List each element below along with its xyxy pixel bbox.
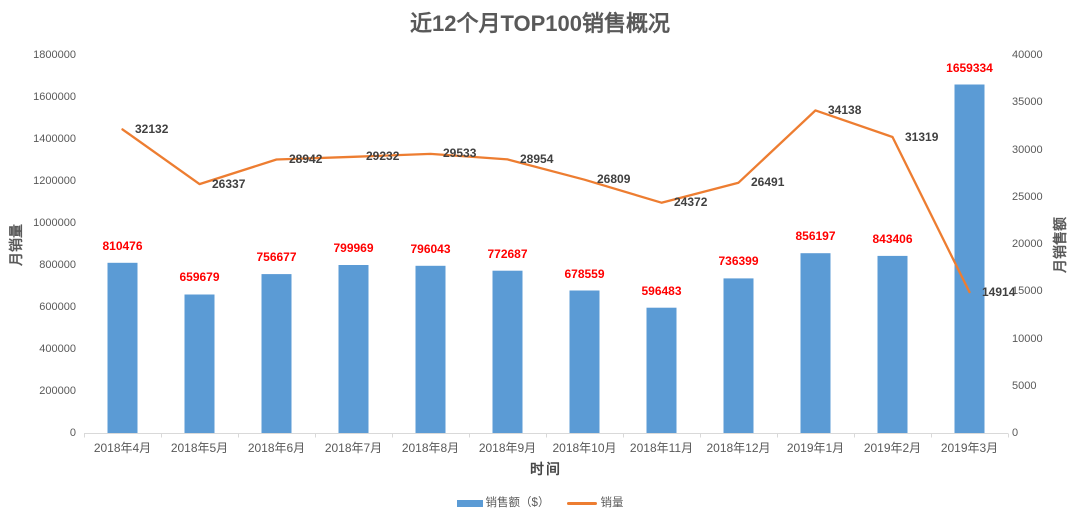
bar-data-label: 678559 (564, 266, 605, 281)
bar-2018年8月 (415, 265, 446, 433)
y-axis-left-tick-label: 400000 (39, 343, 76, 355)
x-axis-tick-label: 2018年11月 (629, 441, 694, 455)
x-axis-tick-label: 2018年6月 (247, 441, 306, 455)
legend-label-sales-amount: 销售额（$） (485, 497, 550, 509)
bar-data-label: 596483 (641, 283, 682, 298)
x-axis-tick-label: 2019年2月 (863, 441, 922, 455)
bar-2018年4月 (107, 262, 138, 433)
x-axis-tick-label: 2018年12月 (706, 441, 771, 455)
bar-data-label: 756677 (256, 250, 297, 265)
line-data-label: 29232 (366, 149, 400, 164)
bar-data-label: 856197 (795, 229, 836, 244)
y-axis-right-tick-label: 20000 (1012, 238, 1043, 250)
y-axis-right-tick-label: 25000 (1012, 190, 1043, 203)
bar-data-label: 659679 (179, 270, 220, 285)
y-axis-left-tick-label: 600000 (39, 301, 76, 313)
bar-data-label: 736399 (718, 254, 759, 269)
y-axis-right-tick-label: 15000 (1012, 285, 1043, 298)
line-series-swatch-icon (567, 501, 598, 505)
bar-2018年9月 (492, 270, 523, 433)
bar-2018年5月 (184, 294, 215, 433)
line-data-label: 26809 (597, 172, 631, 187)
x-axis-tick-label: 2018年9月 (478, 441, 537, 455)
line-data-label: 29533 (443, 146, 477, 161)
y-axis-right-tick-label: 0 (1012, 427, 1019, 439)
y-axis-left-tick-label: 1000000 (33, 217, 76, 229)
bar-2018年7月 (338, 265, 369, 433)
y-axis-left-tick-label: 1800000 (33, 49, 76, 61)
bar-data-label: 772687 (487, 246, 528, 261)
y-axis-right-tick-label: 30000 (1012, 143, 1043, 156)
line-data-label: 34138 (828, 102, 862, 117)
bar-data-label: 843406 (872, 231, 913, 246)
y-axis-left-tick-label: 1400000 (33, 133, 76, 145)
legend-item-sales-volume: 销量 (567, 495, 623, 511)
y-axis-right-tick-label: 10000 (1012, 332, 1043, 345)
y-axis-left-tick-label: 200000 (39, 385, 76, 397)
x-axis-tick-label: 2019年1月 (786, 441, 845, 455)
y-axis-right-tick-label: 40000 (1012, 49, 1043, 61)
y-axis-left-tick-label: 800000 (39, 259, 76, 271)
line-data-label: 28942 (289, 151, 323, 166)
y-axis-left-tick-label: 0 (69, 427, 76, 439)
bar-2019年3月 (954, 84, 985, 433)
sales-volume-line (121, 109, 971, 294)
line-data-label: 28954 (520, 151, 554, 166)
y-axis-right-tick-label: 35000 (1012, 96, 1043, 109)
y-axis-left-tick-label: 1600000 (33, 91, 76, 103)
x-axis-tick-label: 2018年7月 (324, 441, 383, 455)
y-axis-title-left: 月销量 (8, 224, 24, 266)
bar-data-label: 1659334 (946, 60, 993, 75)
line-data-label: 32132 (135, 121, 169, 136)
y-axis-left-tick-label: 1200000 (33, 175, 76, 187)
bar-2018年11月 (646, 307, 677, 433)
bar-2018年10月 (569, 290, 600, 433)
line-data-label: 24372 (674, 195, 708, 210)
x-axis-tick-label: 2018年8月 (401, 441, 460, 455)
x-axis-tick-label: 2018年5月 (170, 441, 229, 455)
bar-2018年12月 (723, 278, 754, 433)
bar-2019年2月 (877, 255, 908, 433)
bar-2019年1月 (800, 253, 831, 433)
line-data-label: 31319 (905, 129, 939, 144)
bar-data-label: 796043 (410, 241, 451, 256)
legend: 销售额（$） 销量 (0, 495, 1080, 511)
legend-label-sales-volume: 销量 (600, 497, 624, 509)
line-data-label: 26337 (212, 176, 246, 191)
bar-data-label: 810476 (102, 238, 143, 253)
bar-data-label: 799969 (333, 241, 374, 255)
legend-item-sales-amount: 销售额（$） (456, 495, 550, 511)
x-axis-tick-label: 2018年4月 (93, 441, 152, 455)
bar-series-swatch-icon (456, 499, 483, 507)
x-axis-tick-label: 2019年3月 (940, 441, 999, 455)
y-axis-right-tick-label: 5000 (1012, 379, 1037, 392)
x-axis-tick-label: 2018年10月 (552, 441, 617, 455)
bar-2018年6月 (261, 274, 292, 433)
x-axis-title: 时间 (530, 461, 562, 477)
y-axis-title-right: 月销售额 (1052, 217, 1068, 273)
line-data-label: 14914 (982, 284, 1016, 299)
chart-title: 近12个月TOP100销售概况 (409, 11, 670, 36)
line-data-label: 26491 (751, 175, 785, 190)
